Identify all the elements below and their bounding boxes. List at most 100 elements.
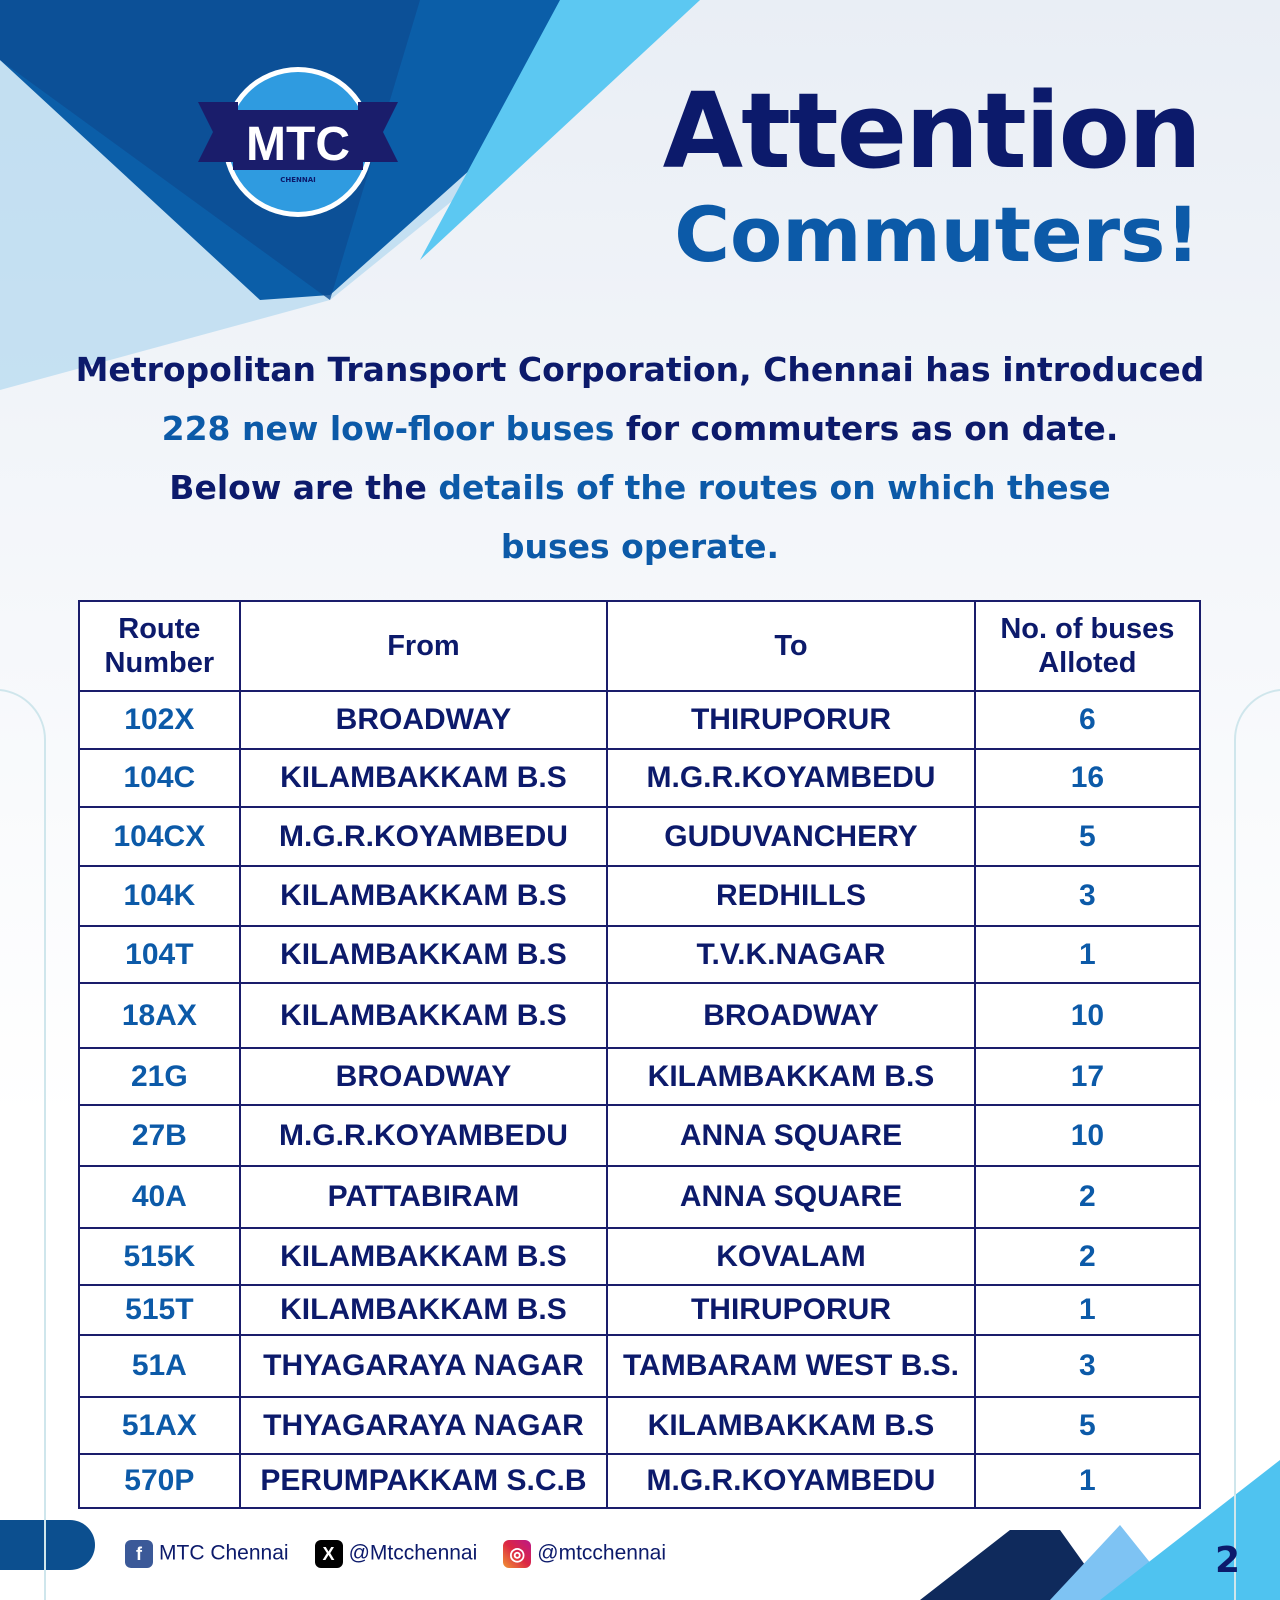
cell-bus-count: 3 (973, 865, 1202, 927)
title-attention: Attention (662, 70, 1202, 192)
cell-from: BROADWAY (238, 690, 609, 750)
facebook-link[interactable]: f MTC Chennai (125, 1540, 289, 1568)
instagram-icon: ◎ (503, 1540, 532, 1568)
cell-route-number: 21G (78, 1047, 241, 1106)
header-route-number: Route Number (78, 600, 241, 692)
cell-to: BROADWAY (606, 982, 976, 1049)
cell-to: KOVALAM (606, 1227, 976, 1286)
svg-text:MTC: MTC (246, 118, 350, 171)
table-row: 18AX KILAMBAKKAM B.S BROADWAY 10 (78, 982, 1202, 1049)
cell-from: PATTABIRAM (238, 1165, 609, 1229)
cell-from: KILAMBAKKAM B.S (238, 1227, 609, 1286)
x-link[interactable]: X @Mtcchennai (314, 1540, 478, 1568)
intro-line-4: buses operate. (500, 527, 780, 566)
cell-from: PERUMPAKKAM S.C.B (238, 1453, 609, 1509)
table-row: 102X BROADWAY THIRUPORUR 6 (78, 690, 1202, 750)
table-row: 21G BROADWAY KILAMBAKKAM B.S 17 (78, 1047, 1202, 1106)
cell-from: KILAMBAKKAM B.S (238, 982, 609, 1049)
cell-bus-count: 16 (973, 748, 1202, 808)
table-header: Route Number From To No. of buses Allote… (78, 600, 1202, 692)
page-number: 2 (1214, 1540, 1240, 1581)
cell-bus-count: 1 (973, 1284, 1202, 1336)
social-footer: f MTC Chennai X @Mtcchennai ◎ @mtcchennai (125, 1540, 666, 1568)
header-to: To (606, 600, 976, 692)
table-row: 51A THYAGARAYA NAGAR TAMBARAM WEST B.S. 3 (78, 1334, 1202, 1398)
cell-from: THYAGARAYA NAGAR (238, 1334, 609, 1398)
routes-table: Route Number From To No. of buses Allote… (78, 600, 1202, 1509)
cell-to: T.V.K.NAGAR (606, 925, 976, 984)
table-row: 570P PERUMPAKKAM S.C.B M.G.R.KOYAMBEDU 1 (78, 1453, 1202, 1509)
cell-bus-count: 17 (973, 1047, 1202, 1106)
x-icon: X (314, 1540, 343, 1568)
cell-route-number: 102X (78, 690, 241, 750)
cell-route-number: 18AX (78, 982, 241, 1049)
cell-from: M.G.R.KOYAMBEDU (238, 1104, 609, 1167)
cell-route-number: 40A (78, 1165, 241, 1229)
cell-route-number: 51AX (78, 1396, 241, 1455)
header-from: From (238, 600, 609, 692)
intro-line-3: Below are the details of the routes on w… (40, 458, 1240, 517)
intro-text-2: for commuters as on date. (614, 409, 1119, 448)
cell-route-number: 104T (78, 925, 241, 984)
cell-from: THYAGARAYA NAGAR (238, 1396, 609, 1455)
cell-from: KILAMBAKKAM B.S (238, 865, 609, 927)
table-row: 104K KILAMBAKKAM B.S REDHILLS 3 (78, 865, 1202, 927)
table-row: 515K KILAMBAKKAM B.S KOVALAM 2 (78, 1227, 1202, 1286)
facebook-label: MTC Chennai (159, 1541, 289, 1565)
svg-text:CHENNAI: CHENNAI (280, 176, 316, 184)
cell-bus-count: 10 (973, 982, 1202, 1049)
cell-to: REDHILLS (606, 865, 976, 927)
cell-bus-count: 1 (973, 1453, 1202, 1509)
intro-highlight-3: details of the routes on which these (438, 468, 1111, 507)
cell-bus-count: 5 (973, 1396, 1202, 1455)
cell-from: BROADWAY (238, 1047, 609, 1106)
intro-text-3: Below are the (169, 468, 439, 507)
header-buses: No. of buses Alloted (973, 600, 1202, 692)
cell-from: KILAMBAKKAM B.S (238, 748, 609, 808)
cell-to: KILAMBAKKAM B.S (606, 1396, 976, 1455)
cell-to: ANNA SQUARE (606, 1104, 976, 1167)
table-row: 104C KILAMBAKKAM B.S M.G.R.KOYAMBEDU 16 (78, 748, 1202, 808)
cell-to: ANNA SQUARE (606, 1165, 976, 1229)
table-row: 104CX M.G.R.KOYAMBEDU GUDUVANCHERY 5 (78, 806, 1202, 867)
instagram-label: @mtcchennai (537, 1541, 666, 1565)
cell-from: KILAMBAKKAM B.S (238, 1284, 609, 1336)
table-row: 515T KILAMBAKKAM B.S THIRUPORUR 1 (78, 1284, 1202, 1336)
cell-route-number: 51A (78, 1334, 241, 1398)
cell-to: GUDUVANCHERY (606, 806, 976, 867)
cell-bus-count: 10 (973, 1104, 1202, 1167)
cell-from: KILAMBAKKAM B.S (238, 925, 609, 984)
facebook-icon: f (125, 1540, 153, 1568)
cell-to: M.G.R.KOYAMBEDU (606, 748, 976, 808)
title-commuters: Commuters! (674, 190, 1200, 279)
table-row: 40A PATTABIRAM ANNA SQUARE 2 (78, 1165, 1202, 1229)
cell-route-number: 104CX (78, 806, 241, 867)
cell-bus-count: 3 (973, 1334, 1202, 1398)
instagram-link[interactable]: ◎ @mtcchennai (503, 1540, 666, 1568)
table-row: 104T KILAMBAKKAM B.S T.V.K.NAGAR 1 (78, 925, 1202, 984)
mtc-logo: MTC CHENNAI (198, 67, 398, 217)
cell-route-number: 570P (78, 1453, 241, 1509)
cell-route-number: 27B (78, 1104, 241, 1167)
cell-bus-count: 2 (973, 1227, 1202, 1286)
cell-to: THIRUPORUR (606, 1284, 976, 1336)
cell-bus-count: 1 (973, 925, 1202, 984)
cell-bus-count: 5 (973, 806, 1202, 867)
cell-route-number: 104K (78, 865, 241, 927)
cell-route-number: 515K (78, 1227, 241, 1286)
cell-bus-count: 6 (973, 690, 1202, 750)
cell-to: M.G.R.KOYAMBEDU (606, 1453, 976, 1509)
cell-to: TAMBARAM WEST B.S. (606, 1334, 976, 1398)
cell-route-number: 104C (78, 748, 241, 808)
intro-highlight: 228 new low-floor buses (161, 409, 615, 448)
cell-from: M.G.R.KOYAMBEDU (238, 806, 609, 867)
table-row: 51AX THYAGARAYA NAGAR KILAMBAKKAM B.S 5 (78, 1396, 1202, 1455)
intro-text: Metropolitan Transport Corporation, Chen… (40, 340, 1240, 576)
table-row: 27B M.G.R.KOYAMBEDU ANNA SQUARE 10 (78, 1104, 1202, 1167)
cell-to: KILAMBAKKAM B.S (606, 1047, 976, 1106)
cell-bus-count: 2 (973, 1165, 1202, 1229)
cell-to: THIRUPORUR (606, 690, 976, 750)
intro-line-2: 228 new low-floor buses for commuters as… (40, 399, 1240, 458)
intro-line-1: Metropolitan Transport Corporation, Chen… (75, 350, 1205, 389)
x-label: @Mtcchennai (348, 1541, 478, 1565)
